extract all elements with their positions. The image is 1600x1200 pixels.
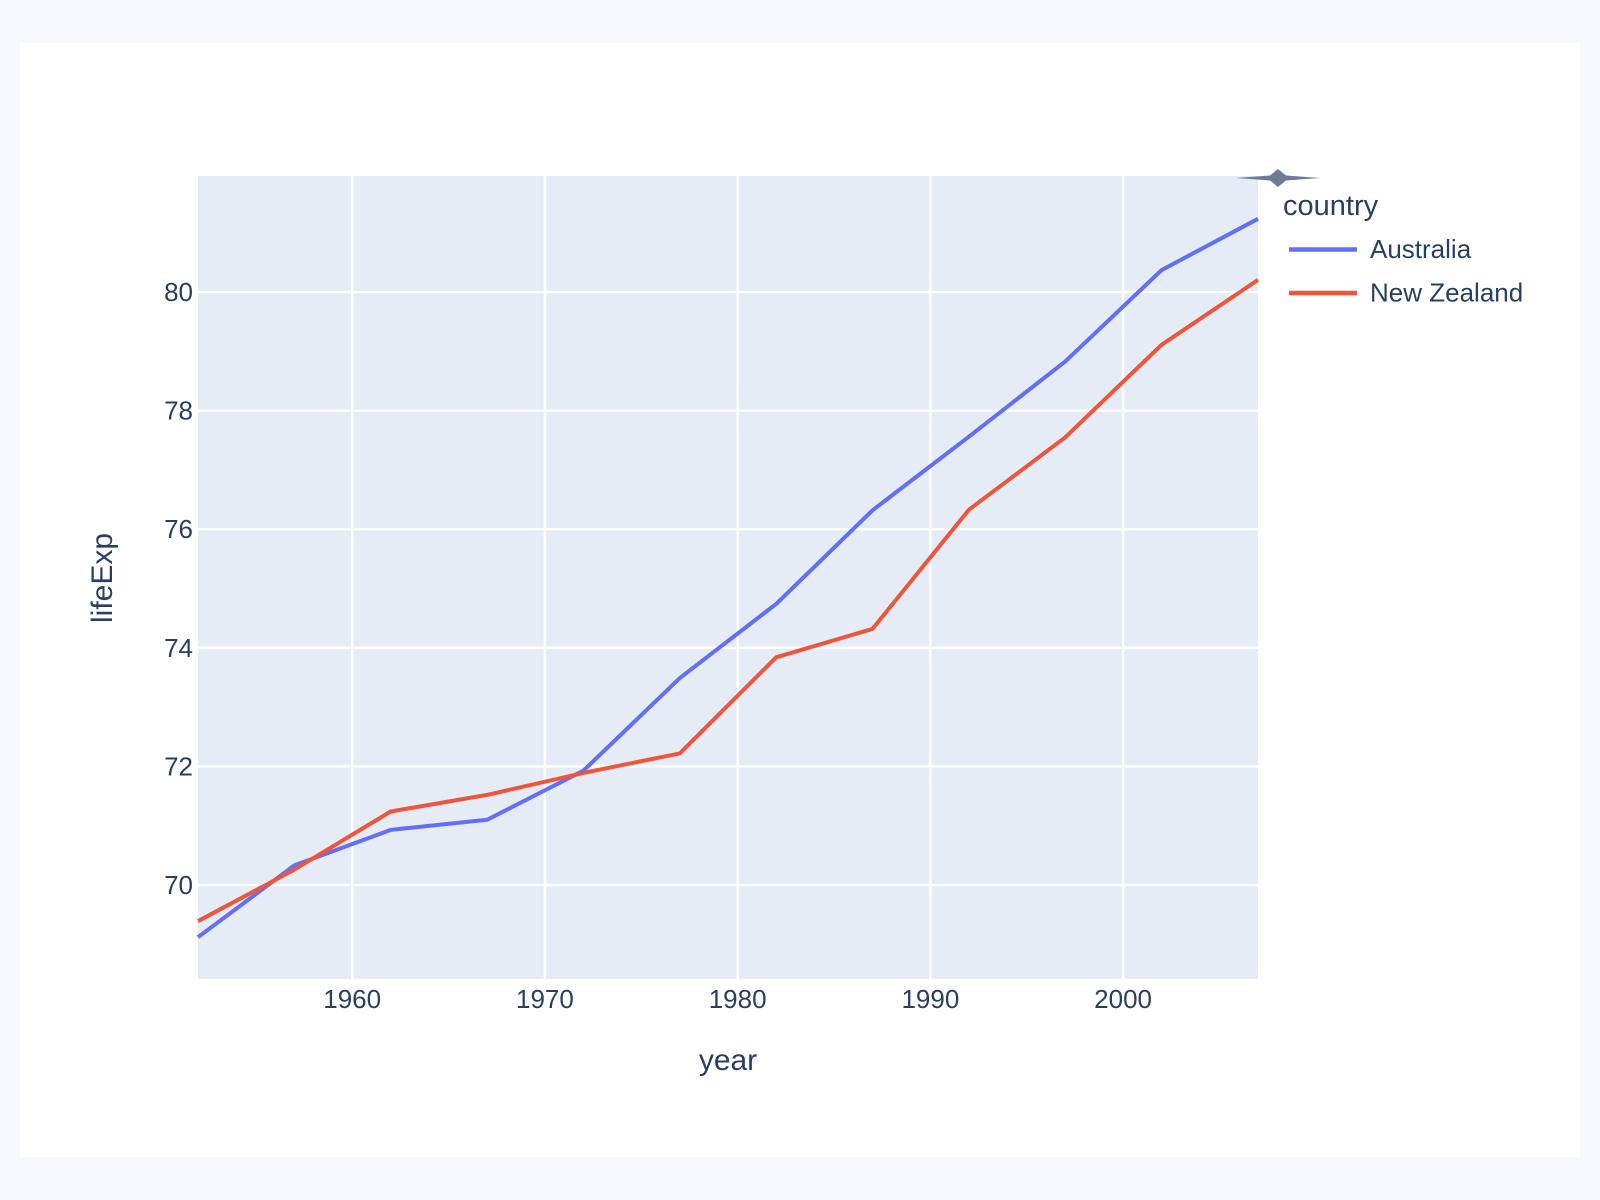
x-axis-title: year — [699, 1044, 757, 1077]
modebar-collapse-icon[interactable] — [1236, 169, 1320, 187]
x-tick-label: 1990 — [901, 984, 959, 1014]
y-gridlines — [198, 290, 1258, 887]
y-tick-label: 70 — [164, 870, 193, 900]
x-tick-label: 2000 — [1094, 984, 1152, 1014]
x-tick-label: 1970 — [516, 984, 574, 1014]
legend-item-label: New Zealand — [1370, 278, 1523, 308]
legend-item-label: Australia — [1370, 234, 1472, 264]
series-line-new-zealand[interactable] — [197, 278, 1260, 923]
x-tick-labels: 1960 1970 1980 1990 2000 — [323, 984, 1152, 1014]
legend-items: Australia New Zealand — [1289, 234, 1523, 308]
plot-area[interactable] — [198, 176, 1258, 979]
y-axis-title: lifeExp — [86, 533, 119, 623]
x-tick-label: 1980 — [709, 984, 767, 1014]
legend-item-australia[interactable]: Australia — [1289, 234, 1472, 264]
y-tick-label: 78 — [164, 396, 193, 426]
series-line-australia[interactable] — [196, 217, 1259, 939]
series-lines — [196, 217, 1260, 939]
y-tick-label: 74 — [164, 633, 193, 663]
y-tick-label: 72 — [164, 751, 193, 781]
legend-item-new-zealand[interactable]: New Zealand — [1289, 278, 1523, 308]
legend-title: country — [1283, 190, 1379, 222]
legend: country Australia New Zealand — [1283, 190, 1523, 308]
x-tick-label: 1960 — [323, 984, 381, 1014]
y-tick-label: 76 — [164, 514, 193, 544]
y-tick-label: 80 — [164, 277, 193, 307]
y-tick-labels: 70 72 74 76 78 80 — [164, 277, 193, 900]
